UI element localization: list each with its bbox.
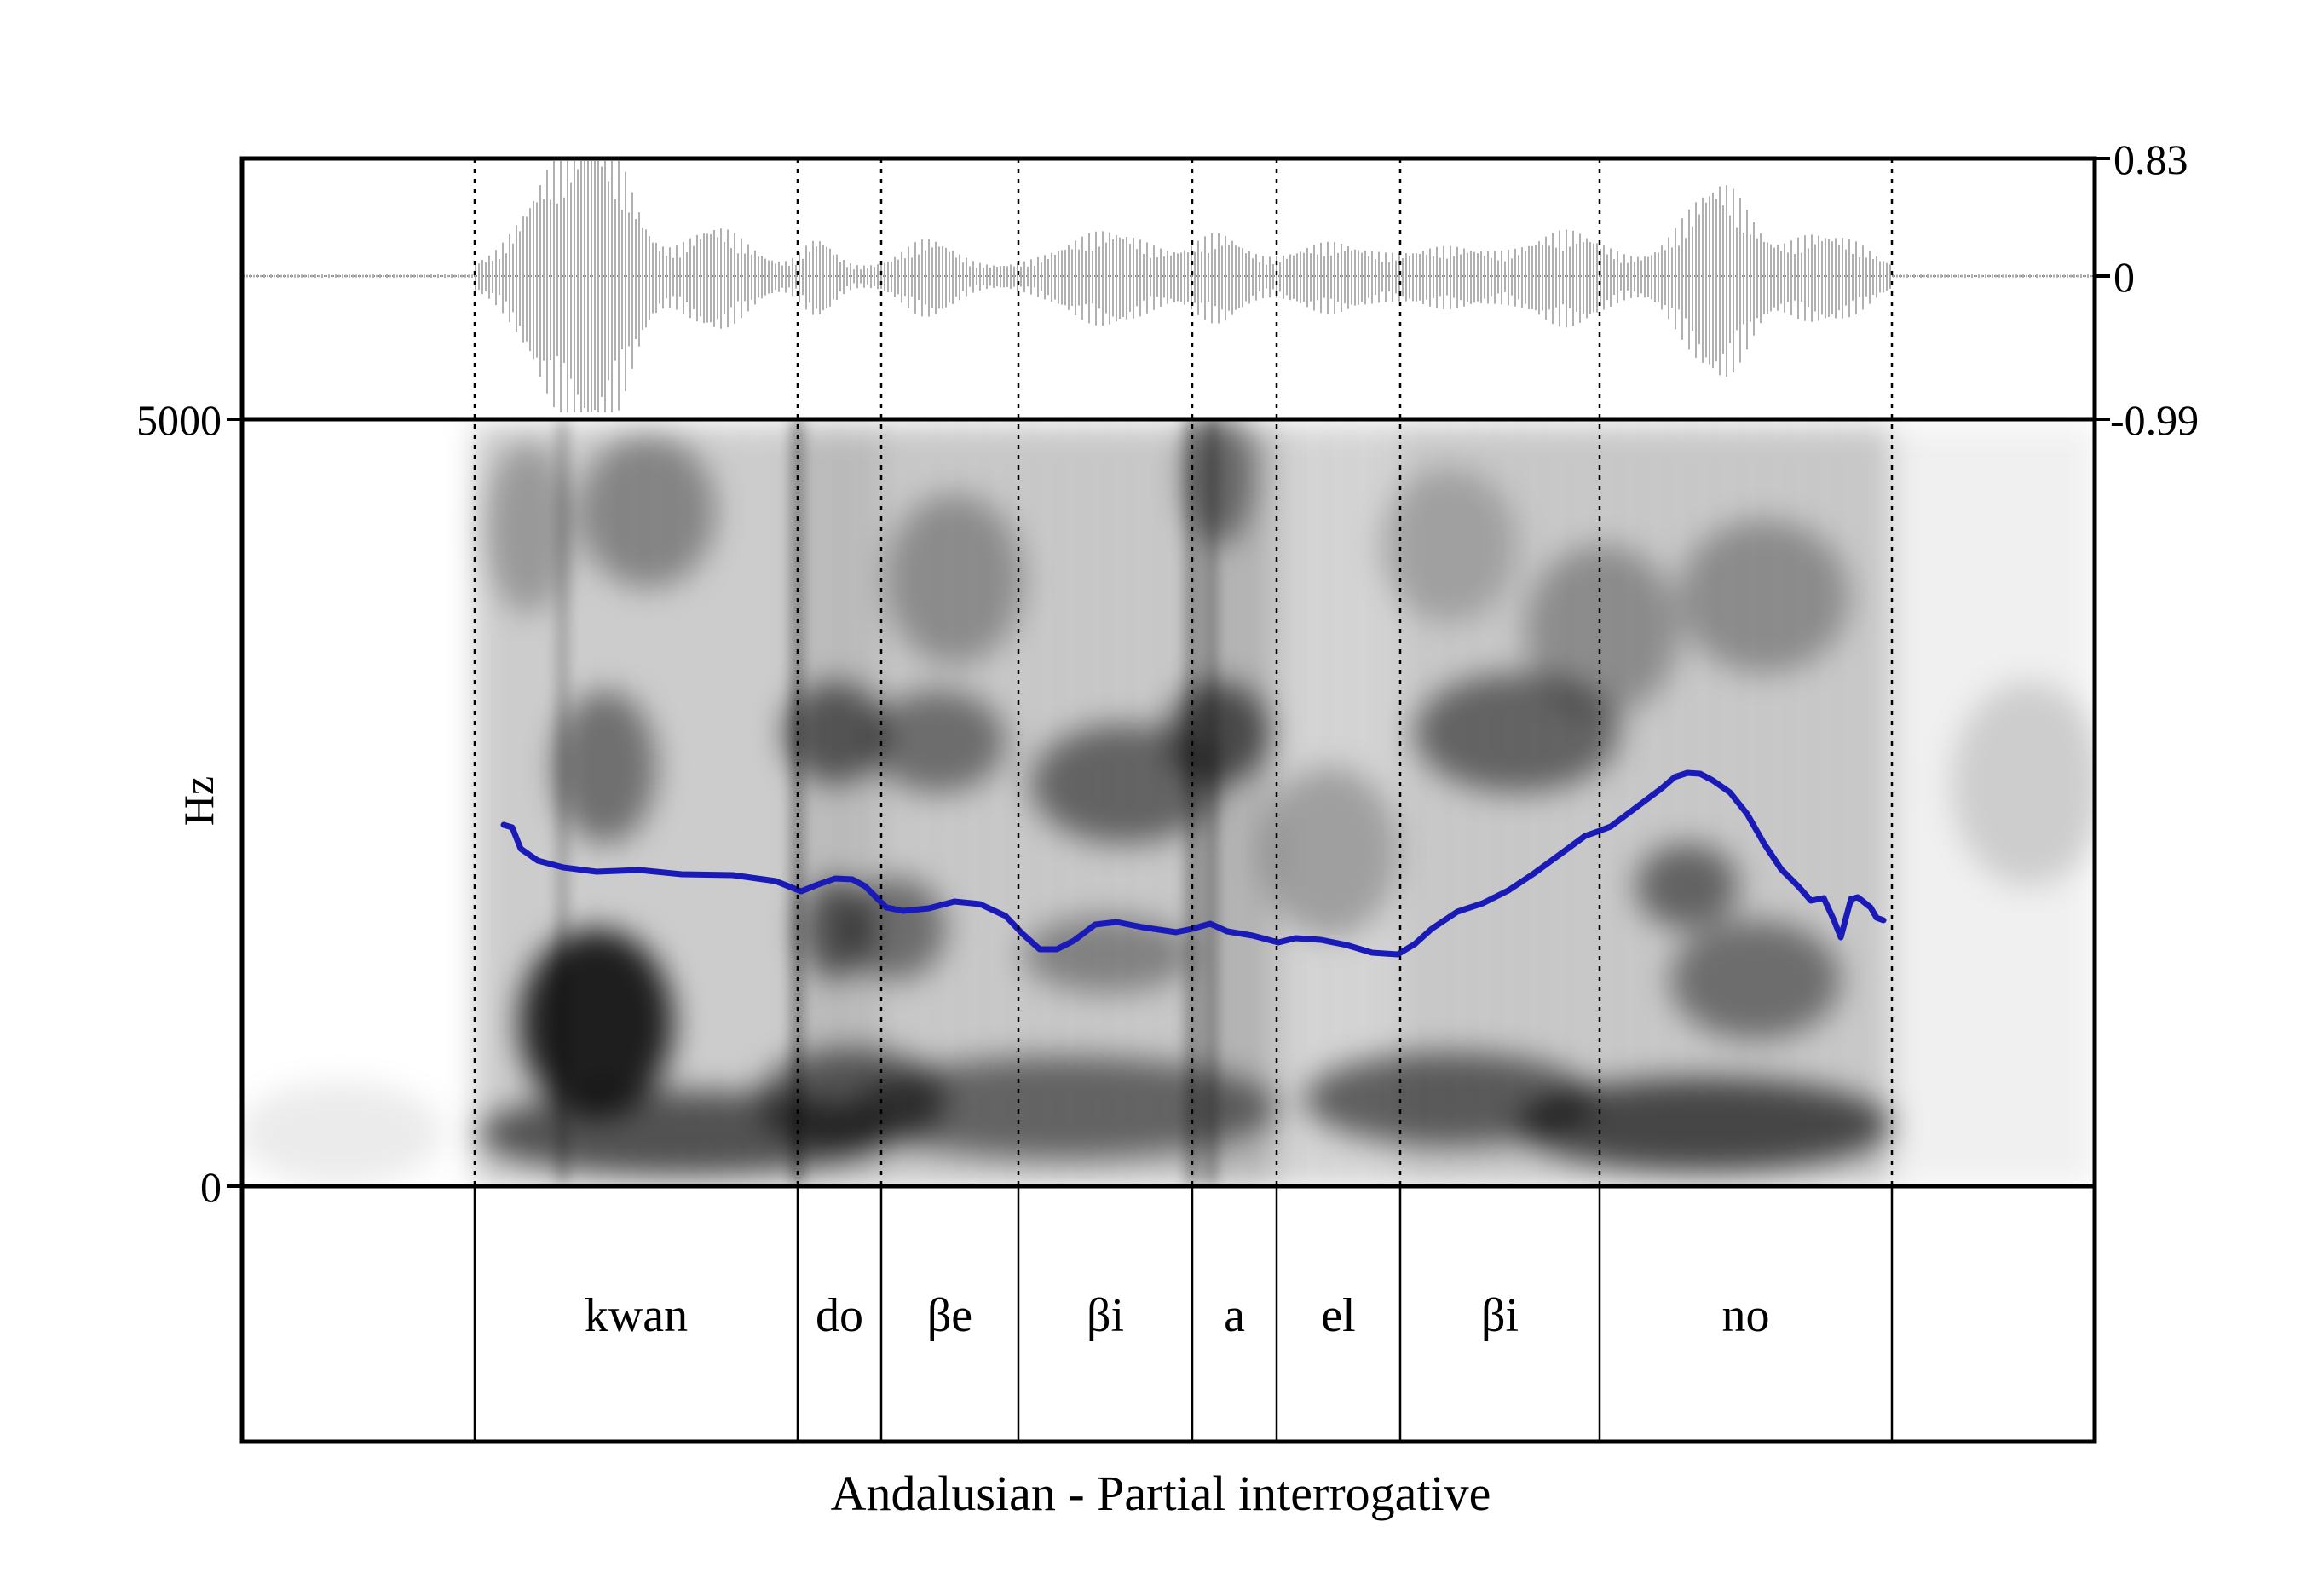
spectrogram-segment-wash <box>1400 426 1600 1184</box>
frames <box>239 156 2097 1444</box>
spectrogram-segment-wash <box>475 426 798 1184</box>
spectrogram-segment-wash <box>798 426 881 1184</box>
waveform-zero-label: 0 <box>2113 253 2135 301</box>
segment-label: βi <box>1481 1289 1519 1342</box>
waveform-axis <box>2095 157 2110 421</box>
waveform-max-label: 0.83 <box>2113 135 2188 183</box>
segment-labels: kwan do βe βi a el βi no <box>585 1289 1770 1342</box>
spectrogram-energy <box>242 419 2095 1184</box>
spectrogram-panel <box>242 419 2095 1186</box>
segment-label: el <box>1321 1289 1355 1342</box>
segment-label: βi <box>1087 1289 1124 1342</box>
figure-caption: Andalusian - Partial interrogative <box>831 1466 1491 1521</box>
segment-label: a <box>1224 1289 1245 1342</box>
waveform-panel <box>242 161 2095 412</box>
segment-label: do <box>816 1289 863 1342</box>
segment-label: no <box>1722 1289 1770 1342</box>
pitch-contour <box>500 769 1887 958</box>
spectrogram-segment-wash <box>881 426 1018 1184</box>
frequency-max-label: 5000 <box>136 396 222 444</box>
segment-boundaries <box>473 158 1894 1442</box>
spectrogram-striations <box>476 419 1882 1184</box>
frequency-min-label: 0 <box>200 1163 222 1211</box>
waveform-trace <box>243 161 2092 412</box>
spectrogram-energy-blob <box>242 1082 443 1184</box>
waveform-path <box>243 161 2092 412</box>
tier-frame <box>239 1184 2097 1444</box>
spectrogram-segment-wash <box>1892 426 2095 1184</box>
segment-label: kwan <box>585 1289 688 1342</box>
frequency-axis <box>227 418 242 1188</box>
spectrogram-segment-wash <box>1192 426 1277 1184</box>
segment-label: βe <box>927 1289 972 1342</box>
frequency-axis-title: Hz <box>175 776 222 826</box>
waveform-min-label: -0.99 <box>2110 396 2199 444</box>
